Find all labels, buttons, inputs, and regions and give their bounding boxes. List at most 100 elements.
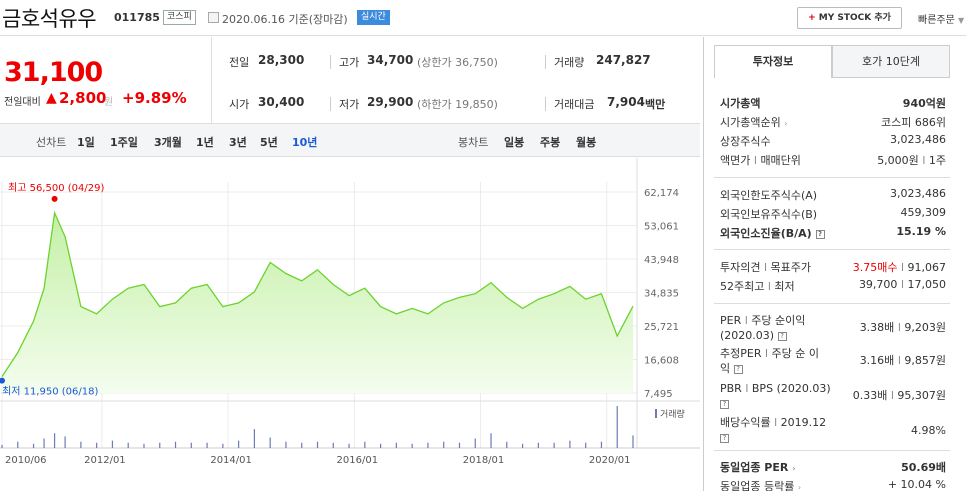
volume-bar: [380, 443, 382, 448]
add-my-stock-button[interactable]: + MY STOCK 추가: [797, 7, 902, 29]
tab-3y[interactable]: 3년: [229, 136, 247, 149]
plus-icon: +: [808, 13, 816, 23]
y-tick-label: 62,174: [644, 188, 679, 199]
separator: l: [922, 154, 926, 167]
trade-unit-label: 매매단위: [760, 154, 801, 167]
help-icon[interactable]: ?: [720, 399, 729, 409]
tab-invest-info[interactable]: 투자정보: [714, 45, 832, 78]
market-cap-rank-text: 시가총액순위: [720, 116, 781, 129]
volume-bar: [174, 441, 177, 448]
face-value-value: 5,000원: [877, 154, 919, 167]
volume-bar: [285, 441, 287, 448]
volume-bar: [269, 437, 271, 448]
chevron-right-icon: ›: [797, 483, 802, 491]
volume-bar: [332, 442, 334, 448]
volume-bar: [253, 429, 255, 448]
industry-per-label[interactable]: 동일업종 PER ›: [720, 459, 796, 475]
tab-10y[interactable]: 10년: [292, 136, 318, 149]
opinion-values: 3.75매수 l 91,067: [853, 259, 946, 275]
volume-bar: [490, 433, 492, 448]
market-cap-rank-label[interactable]: 시가총액순위 ›: [720, 114, 787, 130]
per-values: 3.38배 l 9,203원: [860, 319, 946, 335]
market-cap-label: 시가총액: [720, 97, 761, 110]
est-eps-value: 9,857원: [904, 354, 946, 367]
quick-order-button[interactable]: 빠른주문 ▼: [918, 11, 964, 26]
base-date: 2020.06.16 기준(장마감): [222, 13, 348, 26]
tab-hoga-10[interactable]: 호가 10단계: [832, 45, 950, 78]
help-icon[interactable]: ?: [815, 229, 825, 239]
industry-per-text: 동일업종 PER: [720, 461, 789, 474]
help-icon[interactable]: ?: [777, 331, 787, 341]
dividend-row-label: 배당수익률 l 2019.12 ?: [720, 415, 860, 445]
volume-bar: [600, 441, 603, 448]
price-chart[interactable]: 62,174 53,061 43,948 34,835 25,721 16,608 7,49…: [0, 158, 700, 491]
stock-code: 011785: [114, 11, 160, 24]
divider: [330, 55, 331, 69]
open-label: 시가: [229, 98, 250, 111]
help-icon[interactable]: ?: [720, 433, 729, 443]
change-percent: +9.89%: [122, 89, 187, 107]
y-tick-label: 25,721: [644, 322, 679, 333]
volume-bar: [348, 443, 350, 448]
realtime-badge[interactable]: 실시간: [357, 10, 390, 25]
volume-bar: [443, 441, 445, 448]
x-tick-label: 2012/01: [84, 455, 126, 466]
divider: [330, 97, 331, 111]
industry-rate-label[interactable]: 동일업종 등락률 ›: [720, 478, 801, 491]
target-price-value: 91,067: [907, 261, 947, 274]
industry-rate-text: 동일업종 등락률: [720, 480, 795, 491]
tab-1d[interactable]: 1일: [77, 136, 95, 149]
tab-3m[interactable]: 3개월: [154, 136, 182, 149]
eps-label: 주당 순이익: [751, 314, 806, 327]
separator: l: [900, 278, 904, 291]
min-label: 최저 11,950 (06/18): [2, 386, 98, 398]
foreign-hold-label: 외국인보유주식수(B): [720, 208, 818, 221]
volume-bar: [301, 442, 303, 448]
tab-monthly[interactable]: 월봉: [576, 136, 597, 149]
change-value: 2,800: [59, 89, 107, 107]
volume-bar: [238, 440, 240, 448]
dividend-value: 4.98%: [911, 424, 946, 437]
calendar-icon: [208, 12, 219, 23]
separator: l: [763, 261, 768, 274]
volume-bar: [64, 436, 66, 448]
help-icon[interactable]: ?: [733, 364, 743, 374]
chevron-right-icon: ›: [792, 464, 796, 473]
week52-row: 52주최고 l 최저: [720, 278, 795, 294]
tab-daily[interactable]: 일봉: [504, 136, 525, 149]
bps-value: 95,307원: [897, 389, 946, 402]
tab-1y[interactable]: 1년: [196, 136, 214, 149]
tab-5y[interactable]: 5년: [260, 136, 278, 149]
price-chart-svg: 62,174 53,061 43,948 34,835 25,721 16,608 7,49…: [0, 158, 700, 466]
volume-bar: [616, 406, 618, 448]
per-period: (2020.03): [720, 329, 775, 342]
foreign-limit-value: 3,023,486: [890, 187, 946, 200]
foreign-hold-value: 459,309: [900, 206, 947, 219]
market-cap-value: 940억원: [902, 97, 946, 110]
max-label: 최고 56,500 (04/29): [8, 182, 104, 194]
bps-label: BPS: [751, 382, 774, 395]
x-tick-label: 2010/06: [5, 455, 47, 466]
volume-bar: [159, 442, 161, 448]
volume-bar: [395, 442, 397, 448]
volume-bar: [553, 442, 555, 448]
divider: [714, 177, 950, 178]
volume-bar: [32, 443, 35, 448]
face-value-label: 액면가: [720, 154, 751, 167]
foreign-ratio-value: 15.19 %: [896, 225, 946, 238]
quick-order-label: 빠른주문: [918, 15, 955, 26]
prev-close-label: 전일: [229, 56, 250, 69]
tab-weekly[interactable]: 주봉: [540, 136, 561, 149]
dividend-period: 2019.12: [780, 416, 827, 429]
industry-per-value: 50.69배: [901, 461, 946, 474]
prev-close-value: 28,300: [258, 53, 305, 67]
up-arrow-icon: ▲: [46, 90, 57, 106]
price-summary: 31,100 전일대비 ▲ 2,800 원 +9.89%: [0, 37, 212, 123]
x-tick-label: 2016/01: [337, 455, 379, 466]
est-per-row-label: 추정PER l 주당 순 이 익 ?: [720, 346, 860, 376]
tab-1w[interactable]: 1주일: [110, 136, 138, 149]
volume-bar: [53, 433, 56, 448]
pbr-value: 0.33배: [852, 389, 888, 402]
low-label: 저가: [339, 98, 360, 111]
separator: l: [744, 314, 748, 327]
